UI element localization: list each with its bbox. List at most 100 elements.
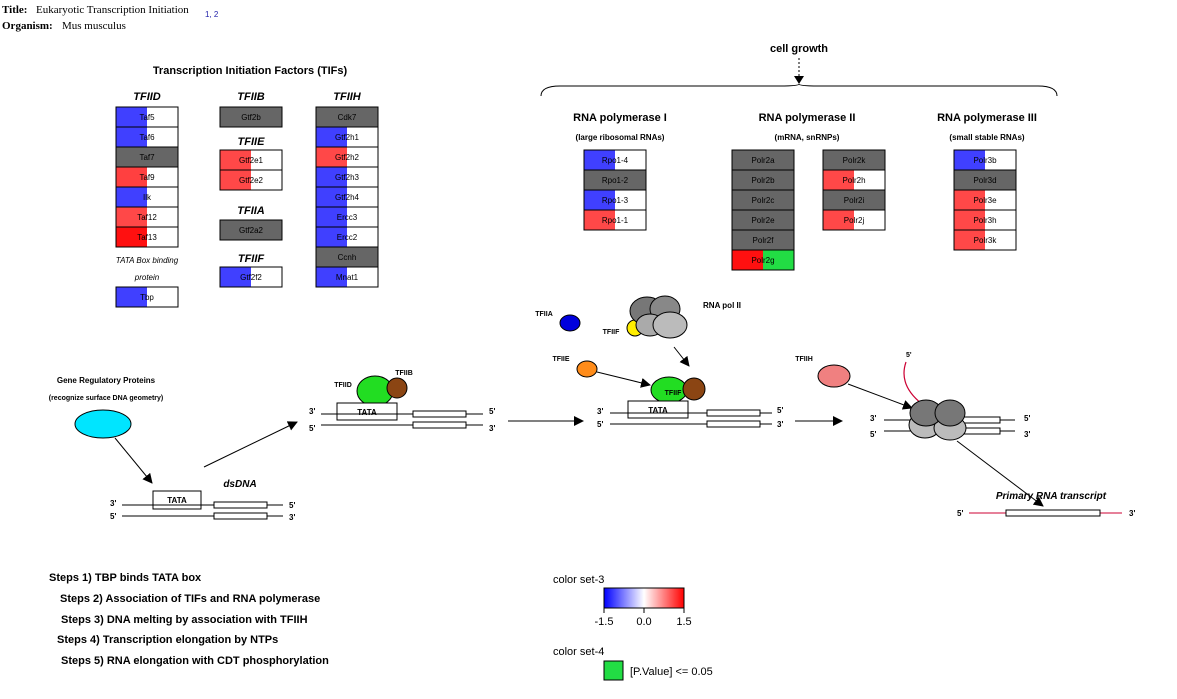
gene-box-polr2g[interactable]: Polr2g	[731, 249, 795, 271]
gene-box-border	[731, 249, 795, 271]
gene-color-left	[954, 230, 985, 250]
gene-box-polr2f[interactable]: Polr2f	[731, 229, 795, 251]
gene-box-rpo1-2[interactable]: Rpo1-2	[583, 169, 647, 191]
gene-color-right	[147, 207, 178, 227]
gene-color-left	[116, 147, 147, 167]
gene-box-taf7[interactable]: Taf7	[115, 146, 179, 168]
gene-color-left	[732, 210, 763, 230]
gene-regulatory-sublabel: (recognize surface DNA geometry)	[49, 395, 164, 402]
gene-label: Rpo1-4	[602, 156, 629, 165]
gene-color-right	[347, 147, 378, 167]
rna-pol-ii-subunit-4	[652, 311, 688, 339]
legend-tick-label-mid: 0.0	[636, 616, 651, 628]
gene-box-gtf2h1[interactable]: Gtf2h1	[315, 126, 379, 148]
gene-color-left	[116, 107, 147, 127]
gene-box-gtf2h3[interactable]: Gtf2h3	[315, 166, 379, 188]
transcript-arrow	[956, 440, 1044, 507]
gene-color-right	[615, 150, 646, 170]
pol3-subtitle: (small stable RNAs)	[949, 133, 1024, 142]
gene-box-gtf2h2[interactable]: Gtf2h2	[315, 146, 379, 168]
gene-regulatory-protein	[74, 409, 132, 439]
gene-box-gtf2e1[interactable]: Gtf2e1	[219, 149, 283, 171]
stage4-left-bottom-end: 5'	[870, 430, 876, 439]
gene-color-right	[985, 150, 1016, 170]
gene-box-border	[315, 266, 379, 288]
gene-label: Polr2a	[751, 156, 775, 165]
gene-box-cdk7[interactable]: Cdk7	[315, 106, 379, 128]
gene-box-gtf2h4[interactable]: Gtf2h4	[315, 186, 379, 208]
legend-set4-title: color set-4	[553, 646, 604, 658]
gene-color-right	[985, 230, 1016, 250]
tata-box-stage3	[627, 400, 689, 419]
gene-box-taf6[interactable]: Taf6	[115, 126, 179, 148]
gene-color-left	[732, 150, 763, 170]
gene-box-polr2e[interactable]: Polr2e	[731, 209, 795, 231]
gene-box-gtf2b[interactable]: Gtf2b	[219, 106, 283, 128]
pol1-title: RNA polymerase I	[573, 112, 667, 124]
gene-color-right	[147, 127, 178, 147]
gene-box-rpo1-1[interactable]: Rpo1-1	[583, 209, 647, 231]
gene-box-rpo1-4[interactable]: Rpo1-4	[583, 149, 647, 171]
gene-box-gtf2e2[interactable]: Gtf2e2	[219, 169, 283, 191]
gene-box-tbp[interactable]: Tbp	[115, 286, 179, 308]
gene-box-polr2b[interactable]: Polr2b	[731, 169, 795, 191]
gene-label: Tbp	[140, 293, 154, 302]
gene-label: Polr2h	[842, 176, 865, 185]
gene-box-ercc2[interactable]: Ercc2	[315, 226, 379, 248]
tata-text-stage3: TATA	[648, 406, 668, 415]
gene-label: Polr2j	[844, 216, 865, 225]
gene-box-border	[219, 266, 283, 288]
gene-box-border	[115, 286, 179, 308]
organism-label: Organism:	[2, 20, 53, 32]
gene-color-right	[763, 170, 794, 190]
gene-box-polr3d[interactable]: Polr3d	[953, 169, 1017, 191]
tfiif-label: TFIIF	[238, 253, 265, 265]
gene-box-rpo1-3[interactable]: Rpo1-3	[583, 189, 647, 211]
gene-label: Polr3b	[973, 156, 997, 165]
gene-color-right	[763, 210, 794, 230]
gene-box-ccnh[interactable]: Ccnh	[315, 246, 379, 268]
gene-box-polr3b[interactable]: Polr3b	[953, 149, 1017, 171]
tfiib-complex-protein	[682, 377, 706, 401]
tfiib-protein	[386, 377, 408, 399]
title-references[interactable]: 1, 2	[205, 10, 219, 19]
gene-box-gtf2f2[interactable]: Gtf2f2	[219, 266, 283, 288]
gene-box-polr3h[interactable]: Polr3h	[953, 209, 1017, 231]
gene-label: Polr2i	[844, 196, 865, 205]
pol2-title: RNA polymerase II	[759, 112, 856, 124]
gene-box-ilk[interactable]: Ilk	[115, 186, 179, 208]
gene-color-right	[147, 107, 178, 127]
tfiif-complex-label: TFIIF	[665, 390, 682, 397]
gene-region-bottom-stage3	[706, 420, 761, 428]
gene-box-polr2a[interactable]: Polr2a	[731, 149, 795, 171]
gene-box-ercc3[interactable]: Ercc3	[315, 206, 379, 228]
gene-color-left	[732, 250, 763, 270]
gene-color-right	[854, 150, 885, 170]
tfiih-recruit-arrow	[847, 383, 913, 410]
tfiif-protein-label: TFIIF	[603, 329, 620, 336]
gene-label: Gtf2h1	[335, 133, 360, 142]
gene-box-mnat1[interactable]: Mnat1	[315, 266, 379, 288]
gene-box-taf5[interactable]: Taf5	[115, 106, 179, 128]
gene-box-polr2k[interactable]: Polr2k	[822, 149, 886, 171]
cell-growth-label: cell growth	[770, 43, 828, 55]
gene-box-gtf2a2[interactable]: Gtf2a2	[219, 219, 283, 241]
gene-color-left	[116, 127, 147, 147]
gene-label: Ercc2	[337, 233, 358, 242]
gene-box-taf12[interactable]: Taf12	[115, 206, 179, 228]
pol1-subtitle: (large ribosomal RNAs)	[576, 133, 665, 142]
stage2-left-top-end: 3'	[309, 407, 315, 416]
gene-box-polr3k[interactable]: Polr3k	[953, 229, 1017, 251]
gene-box-polr2c[interactable]: Polr2c	[731, 189, 795, 211]
gene-box-polr3e[interactable]: Polr3e	[953, 189, 1017, 211]
gene-label: Polr3h	[973, 216, 996, 225]
gene-box-taf9[interactable]: Taf9	[115, 166, 179, 188]
gene-box-taf13[interactable]: Taf13	[115, 226, 179, 248]
stage2-left-bottom-end: 5'	[309, 424, 315, 433]
tfiid-protein-label: TFIID	[334, 382, 352, 389]
gene-box-polr2j[interactable]: Polr2j	[822, 209, 886, 231]
gene-label: Gtf2h4	[335, 193, 360, 202]
transcript-left-end: 5'	[957, 509, 963, 518]
gene-box-polr2i[interactable]: Polr2i	[822, 189, 886, 211]
gene-box-polr2h[interactable]: Polr2h	[822, 169, 886, 191]
